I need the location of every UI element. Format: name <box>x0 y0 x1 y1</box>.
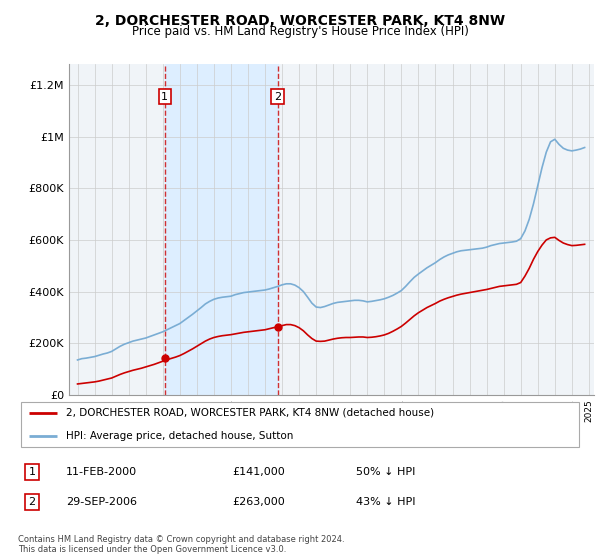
Text: 1: 1 <box>29 467 35 477</box>
Text: 29-SEP-2006: 29-SEP-2006 <box>66 497 137 507</box>
Text: 2, DORCHESTER ROAD, WORCESTER PARK, KT4 8NW: 2, DORCHESTER ROAD, WORCESTER PARK, KT4 … <box>95 14 505 28</box>
Text: HPI: Average price, detached house, Sutton: HPI: Average price, detached house, Sutt… <box>66 431 293 441</box>
Text: Contains HM Land Registry data © Crown copyright and database right 2024.
This d: Contains HM Land Registry data © Crown c… <box>18 535 344 554</box>
FancyBboxPatch shape <box>21 402 579 447</box>
Text: 11-FEB-2000: 11-FEB-2000 <box>66 467 137 477</box>
Text: 2, DORCHESTER ROAD, WORCESTER PARK, KT4 8NW (detached house): 2, DORCHESTER ROAD, WORCESTER PARK, KT4 … <box>66 408 434 418</box>
Text: 2: 2 <box>29 497 35 507</box>
Text: 43% ↓ HPI: 43% ↓ HPI <box>356 497 416 507</box>
Text: 50% ↓ HPI: 50% ↓ HPI <box>356 467 416 477</box>
Text: Price paid vs. HM Land Registry's House Price Index (HPI): Price paid vs. HM Land Registry's House … <box>131 25 469 38</box>
Text: £263,000: £263,000 <box>232 497 285 507</box>
Text: 2: 2 <box>274 92 281 102</box>
Text: £141,000: £141,000 <box>232 467 285 477</box>
Text: 1: 1 <box>161 92 168 102</box>
Bar <box>165 64 278 395</box>
